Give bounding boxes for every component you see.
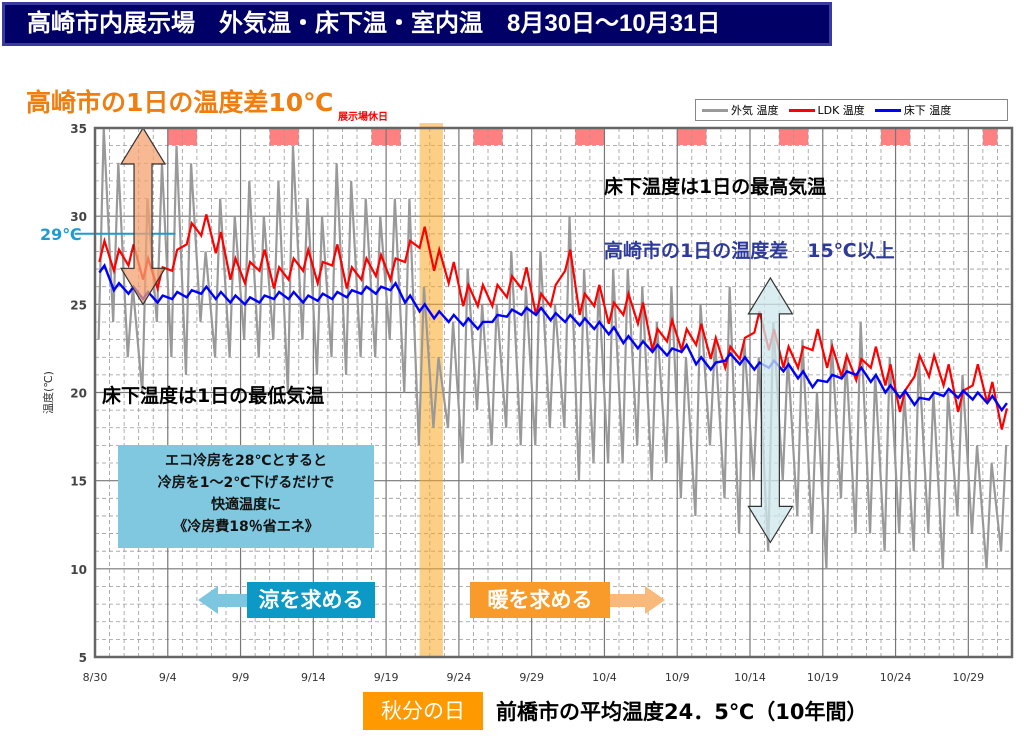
daily-range-15-annotation: 高崎市の1日の温度差 15℃以上	[604, 240, 895, 262]
holiday-label: 展示場休日	[338, 112, 388, 123]
y-tick-label: 20	[70, 387, 87, 401]
x-tick-label: 10/29	[952, 671, 984, 684]
x-tick-label: 9/9	[232, 671, 250, 684]
x-tick-label: 10/9	[665, 671, 690, 684]
eco-line: エコ冷房を28℃とすると	[164, 453, 327, 469]
legend-label: 外気 温度	[731, 104, 779, 117]
x-tick-label: 9/14	[301, 671, 326, 684]
series-ldk-line	[98, 214, 1008, 430]
x-tick-label: 10/24	[880, 671, 912, 684]
daily-range-10-heading: 高崎市の1日の温度差10℃	[26, 88, 334, 117]
warm-arrow	[610, 586, 665, 614]
legend-item-outdoor: 外気 温度	[702, 102, 779, 118]
y-tick-label: 5	[79, 651, 87, 665]
x-tick-label: 10/14	[734, 671, 766, 684]
x-tick-label: 9/19	[374, 671, 399, 684]
y-tick-label: 30	[70, 210, 87, 224]
average-temperature-note: 前橋市の平均温度24．5℃（10年間）	[496, 700, 868, 724]
legend-swatch	[874, 108, 901, 112]
floor-daily-max-annotation: 床下温度は1日の最高気温	[604, 176, 827, 198]
plot-frame	[93, 126, 1014, 659]
range-10-arrow	[119, 126, 167, 306]
eco-line: 《冷房費18％省エネ》	[173, 519, 319, 535]
x-tick-label: 10/4	[592, 671, 617, 684]
range-15-arrow	[747, 276, 794, 544]
page-title: 高崎市内展示場 外気温・床下温・室内温 8月30日～10月31日	[2, 2, 832, 46]
eco-cooling-note: エコ冷房を28℃とすると 冷房を1～2℃下げるだけで 快適温度に 《冷房費18％…	[118, 445, 374, 548]
chart-legend: 外気 温度 LDK 温度 床下 温度	[695, 99, 1008, 121]
legend-swatch	[788, 108, 815, 112]
equinox-label: 秋分の日	[363, 692, 483, 730]
y-tick-label: 10	[70, 563, 87, 577]
eco-line: 快適温度に	[211, 497, 281, 513]
seek-cool-label: 涼を求める	[247, 582, 375, 618]
cool-arrow	[198, 586, 247, 614]
floor-daily-min-annotation: 床下温度は1日の最低気温	[102, 385, 325, 407]
holiday-block	[982, 128, 998, 145]
series-outdoor-line	[97, 127, 1008, 569]
y-tick-label: 35	[70, 122, 87, 136]
x-tick-label: 8/30	[83, 671, 108, 684]
legend-item-underfloor: 床下 温度	[874, 102, 952, 118]
legend-label: LDK 温度	[817, 104, 865, 117]
seek-warm-label: 暖を求める	[470, 582, 610, 618]
legend-label: 床下 温度	[903, 104, 952, 117]
legend-swatch	[702, 108, 728, 112]
legend-item-ldk: LDK 温度	[788, 102, 865, 118]
reference-29-label: 29℃	[40, 225, 82, 244]
x-tick-label: 9/4	[159, 671, 177, 684]
series-underfloor-line	[98, 263, 1008, 413]
x-tick-label: 9/29	[519, 671, 544, 684]
y-tick-label: 15	[70, 475, 87, 489]
y-tick-label: 25	[70, 298, 87, 312]
x-tick-label: 9/24	[447, 671, 472, 684]
y-axis-label: 温度(℃)	[41, 371, 55, 414]
x-tick-label: 10/19	[807, 671, 839, 684]
eco-line: 冷房を1～2℃下げるだけで	[157, 475, 335, 491]
